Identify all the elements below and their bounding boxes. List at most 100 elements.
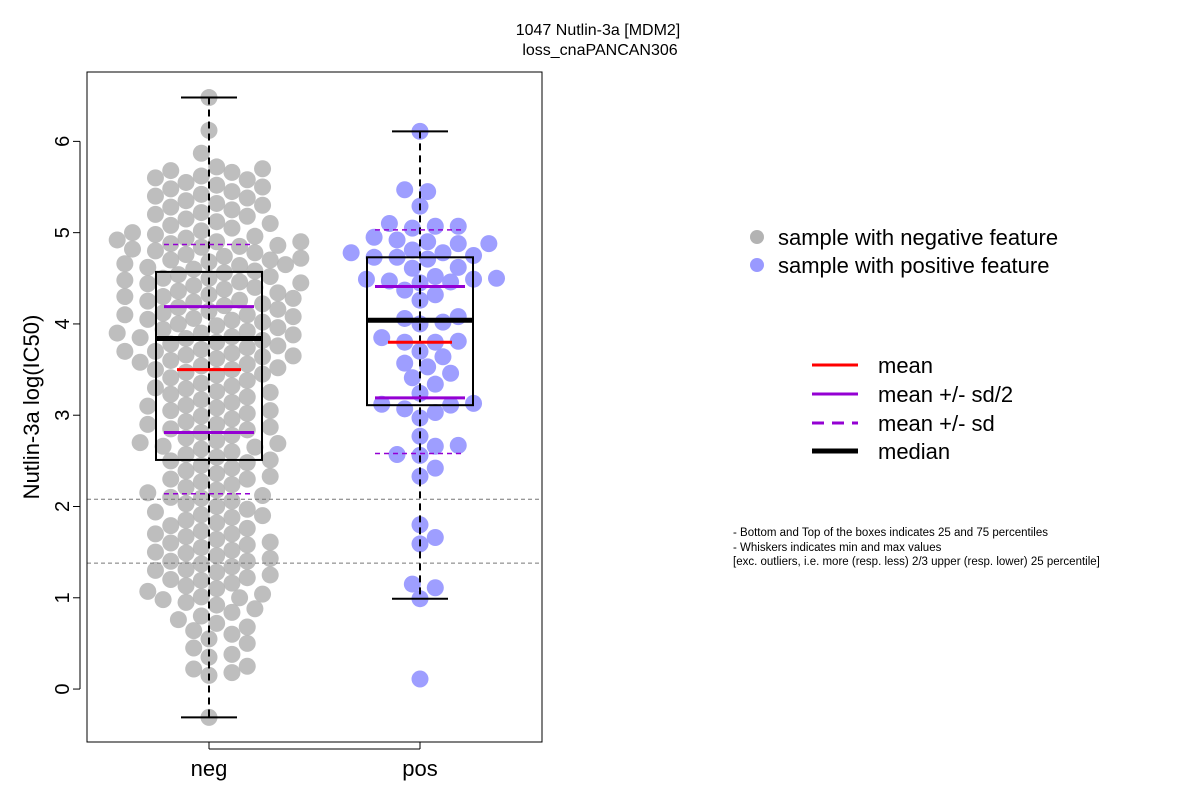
data-point-pos (449, 235, 467, 253)
data-point-neg (192, 522, 210, 540)
data-point-pos (396, 281, 414, 299)
data-point-neg (246, 438, 264, 456)
legend-points: sample with negative feature sample with… (750, 225, 1058, 278)
data-point-neg (238, 339, 256, 357)
data-point-neg (116, 255, 134, 273)
data-point-neg (223, 541, 241, 559)
data-point-neg (261, 451, 279, 469)
data-point-neg (192, 555, 210, 573)
data-point-neg (177, 495, 195, 513)
data-point-neg (208, 530, 226, 548)
data-point-neg (254, 196, 272, 214)
data-point-pos (465, 246, 483, 264)
data-point-neg (246, 600, 264, 618)
x-tick-label-pos: pos (402, 756, 437, 781)
data-point-neg (254, 160, 272, 178)
data-point-neg (261, 402, 279, 420)
data-point-neg (146, 225, 164, 243)
data-point-neg (192, 357, 210, 375)
data-point-neg (192, 374, 210, 392)
data-point-neg (215, 247, 233, 265)
data-point-pos (434, 348, 452, 366)
data-point-neg (208, 497, 226, 515)
data-point-neg (124, 224, 141, 242)
data-point-neg (208, 213, 226, 231)
data-point-neg (223, 645, 241, 663)
data-point-pos (419, 358, 437, 376)
data-point-neg (146, 169, 164, 187)
data-point-neg (177, 413, 195, 431)
data-point-neg (223, 311, 241, 329)
data-point-neg (223, 344, 241, 362)
data-point-neg (162, 420, 180, 438)
notes: - Bottom and Top of the boxes indicates … (733, 527, 1100, 568)
data-point-neg (116, 306, 134, 324)
note-line: - Whiskers indicates min and max values (733, 542, 942, 554)
axes: 0 1 2 3 4 5 6 neg pos (52, 136, 438, 781)
note-line: [exc. outliers, i.e. more (resp. less) 2… (733, 556, 1100, 568)
data-point-pos (419, 233, 437, 251)
data-point-neg (223, 525, 241, 543)
data-point-neg (223, 201, 241, 219)
data-point-neg (223, 183, 241, 201)
data-point-pos (419, 250, 437, 268)
y-tick-label: 5 (52, 227, 74, 238)
data-point-neg (139, 582, 157, 600)
data-point-neg (131, 353, 149, 371)
data-point-pos (396, 181, 414, 199)
data-point-neg (261, 550, 279, 568)
data-point-neg (269, 300, 287, 318)
data-point-neg (192, 167, 210, 185)
data-point-neg (139, 484, 157, 502)
data-point-neg (208, 399, 226, 417)
data-point-neg (177, 246, 195, 264)
data-point-neg (154, 437, 172, 455)
data-point-neg (192, 222, 210, 240)
data-point-neg (154, 304, 172, 322)
data-point-neg (154, 269, 172, 287)
data-point-neg (208, 382, 226, 400)
data-point-neg (208, 596, 226, 614)
data-point-neg (238, 569, 256, 587)
data-point-neg (208, 176, 226, 194)
data-point-pos (403, 575, 421, 593)
data-point-neg (284, 308, 302, 326)
data-point-neg (208, 158, 226, 176)
data-point-neg (238, 207, 256, 225)
data-point-neg (261, 566, 279, 584)
legend-halfsd-label: mean +/- sd/2 (878, 382, 1013, 407)
data-point-pos (403, 241, 421, 259)
data-point-neg (238, 421, 256, 439)
data-point-neg (223, 492, 241, 510)
data-point-neg (192, 144, 210, 162)
data-point-neg (223, 664, 241, 682)
data-point-pos (411, 409, 429, 427)
data-point-neg (238, 657, 256, 675)
data-point-neg (162, 534, 180, 552)
data-point-neg (223, 574, 241, 592)
data-point-neg (185, 260, 203, 278)
data-point-neg (254, 487, 272, 505)
data-point-neg (169, 266, 187, 284)
data-point-neg (169, 315, 187, 333)
data-point-neg (177, 192, 195, 210)
data-point-neg (238, 618, 256, 636)
data-point-neg (177, 396, 195, 414)
data-point-neg (162, 385, 180, 403)
data-point-neg (200, 648, 218, 666)
data-point-neg (223, 476, 241, 494)
data-points (108, 89, 505, 726)
x-tick-label-neg: neg (191, 756, 228, 781)
data-point-neg (215, 280, 233, 298)
data-point-neg (223, 377, 241, 395)
data-point-neg (185, 639, 203, 657)
data-point-neg (238, 552, 256, 570)
data-point-neg (192, 571, 210, 589)
data-point-neg (162, 251, 180, 269)
data-point-neg (261, 267, 279, 285)
legend-lines: mean mean +/- sd/2 mean +/- sd median (812, 353, 1013, 464)
data-point-neg (177, 593, 195, 611)
data-point-neg (162, 552, 180, 570)
data-point-neg (108, 231, 126, 249)
data-point-neg (177, 346, 195, 364)
